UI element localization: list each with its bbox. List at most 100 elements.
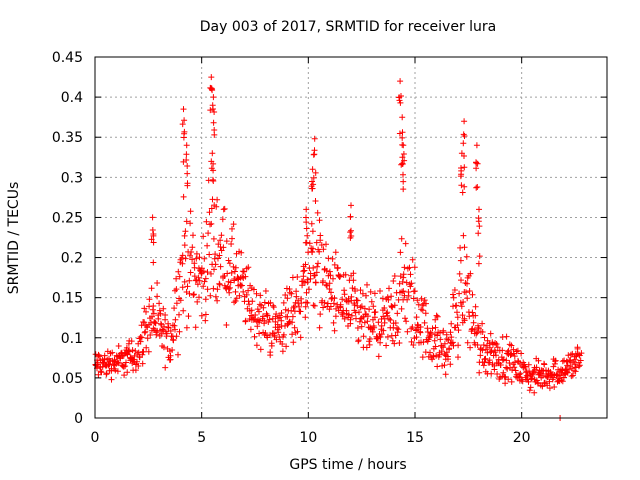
data-point: [229, 225, 235, 232]
data-point: [323, 281, 330, 288]
data-point: [432, 343, 439, 350]
data-point: [175, 351, 181, 358]
data-point: [446, 346, 452, 353]
data-points: [92, 74, 585, 421]
data-point: [270, 302, 277, 309]
data-point: [214, 297, 221, 304]
data-point: [138, 334, 145, 341]
data-point: [317, 232, 324, 239]
data-point: [209, 102, 216, 109]
data-point: [280, 299, 287, 306]
data-point: [97, 368, 104, 375]
data-point: [503, 357, 510, 364]
data-point: [458, 303, 465, 310]
y-axis-label: SRMTID / TECUs: [6, 182, 22, 295]
data-point: [170, 337, 177, 344]
data-point: [482, 355, 489, 362]
data-point: [233, 295, 240, 302]
data-point: [141, 319, 148, 326]
data-point: [275, 329, 282, 336]
data-point: [187, 269, 194, 276]
data-point: [409, 324, 416, 331]
data-point: [377, 339, 384, 346]
data-point: [371, 324, 378, 331]
data-point: [210, 285, 217, 292]
data-point: [400, 171, 406, 178]
data-point: [568, 373, 575, 380]
data-point: [410, 295, 417, 302]
data-point: [231, 299, 238, 306]
data-point: [184, 170, 191, 177]
data-point: [248, 307, 255, 314]
data-point: [452, 302, 459, 309]
data-point: [499, 347, 506, 354]
data-point: [280, 331, 287, 338]
data-point: [279, 341, 286, 347]
data-point: [316, 324, 323, 331]
data-point: [196, 277, 203, 284]
data-point: [352, 288, 359, 294]
data-point: [557, 372, 564, 379]
data-point: [481, 356, 488, 363]
y-tick-label: 0: [74, 411, 83, 427]
data-point: [574, 345, 581, 352]
data-point: [145, 348, 152, 355]
data-point: [266, 316, 273, 323]
data-point: [176, 328, 183, 335]
data-point: [261, 299, 268, 306]
data-point: [458, 150, 465, 157]
data-point: [150, 303, 157, 309]
data-point: [282, 306, 289, 313]
data-point: [368, 298, 375, 305]
data-point: [204, 242, 211, 249]
data-point: [294, 274, 301, 280]
data-point: [461, 244, 468, 251]
data-point: [383, 342, 390, 349]
data-point: [518, 350, 525, 357]
data-point: [171, 305, 178, 312]
data-point: [527, 384, 534, 391]
data-point: [390, 278, 397, 284]
data-point: [460, 299, 467, 305]
data-point: [458, 182, 465, 189]
data-point: [327, 303, 334, 310]
data-point: [221, 205, 228, 212]
data-point: [550, 363, 557, 370]
data-point: [141, 329, 148, 336]
data-point: [289, 313, 296, 320]
data-point: [306, 286, 312, 293]
data-point: [461, 118, 468, 125]
data-point: [476, 253, 483, 260]
data-point: [539, 383, 546, 390]
data-point: [386, 315, 392, 322]
data-point: [413, 334, 420, 341]
data-point: [399, 154, 406, 161]
data-point: [398, 161, 405, 168]
data-point: [494, 371, 501, 377]
data-point: [209, 176, 216, 183]
data-point: [493, 341, 500, 347]
data-point: [475, 260, 482, 267]
chart-title: Day 003 of 2017, SRMTID for receiver lur…: [200, 19, 497, 35]
data-point: [98, 369, 105, 376]
data-point: [274, 321, 281, 328]
data-point: [209, 150, 216, 157]
data-point: [149, 313, 155, 320]
data-point: [434, 363, 441, 370]
data-point: [408, 280, 415, 287]
data-point: [157, 310, 164, 317]
data-point: [481, 334, 488, 341]
data-point: [464, 280, 470, 287]
data-point: [196, 254, 203, 261]
data-point: [226, 260, 233, 267]
data-point: [183, 218, 190, 225]
data-point: [474, 184, 481, 190]
data-point: [193, 250, 200, 257]
data-point: [450, 291, 456, 298]
data-point: [332, 313, 339, 320]
data-point: [411, 288, 418, 295]
data-point: [162, 364, 169, 371]
data-point: [477, 352, 484, 359]
x-tick-label: 5: [197, 430, 206, 446]
data-point: [190, 292, 197, 298]
